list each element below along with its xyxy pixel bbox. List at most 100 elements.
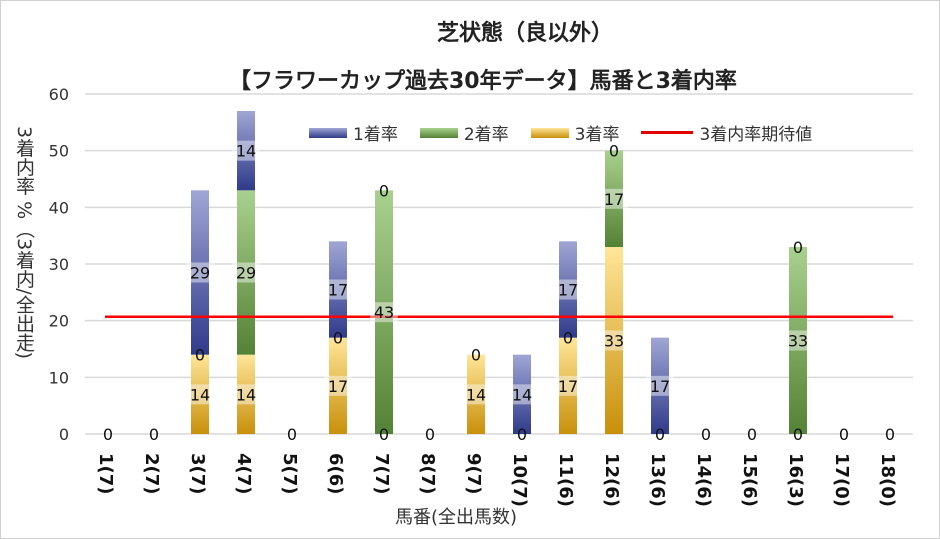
bar-segment (237, 111, 255, 191)
bar-segment (559, 337, 577, 434)
x-tick-label: 16(3) (785, 453, 806, 507)
x-tick-label: 5(7) (279, 453, 300, 495)
bar-segment (191, 190, 209, 355)
data-label: 17 (604, 190, 624, 209)
legend-label: 3着内率期待値 (699, 125, 813, 145)
data-label-bg (600, 330, 628, 351)
chart-title: 芝状態（良以外） (437, 21, 614, 46)
bar-segment (375, 190, 393, 434)
data-label-bg (324, 375, 352, 396)
bar-segment (559, 241, 577, 338)
x-tick-label: 14(6) (693, 453, 714, 507)
legend: 1着率 2着率 3着率 3着内率期待値 (309, 120, 812, 145)
data-label-bg (462, 384, 490, 405)
x-tick-label: 9(7) (463, 453, 484, 495)
data-label: 0 (287, 425, 297, 444)
data-label-bg (784, 330, 812, 351)
legend-swatch (530, 127, 569, 138)
bar-segment (651, 337, 669, 434)
x-tick-label: 8(7) (417, 453, 438, 495)
x-tick-label: 4(7) (233, 453, 254, 495)
bar-segment (329, 337, 347, 434)
y-tick-label: 60 (49, 85, 69, 104)
x-axis-label: 馬番(全出馬数) (395, 507, 518, 528)
data-label: 14 (466, 385, 486, 404)
legend-swatch (309, 127, 347, 138)
data-label-bg (554, 375, 582, 396)
y-axis-label: 3着内率 %（3着内/全出走) (13, 126, 35, 360)
legend-swatch (419, 127, 458, 138)
y-tick-label: 20 (49, 312, 69, 331)
data-label: 0 (379, 181, 389, 200)
chart-subtitle: 【フラワーカップ過去30年データ】馬番と3着内率 (229, 69, 737, 94)
bar-segment (191, 354, 209, 434)
data-label: 0 (885, 425, 895, 444)
data-label: 14 (190, 385, 210, 404)
legend-label: 2着率 (463, 125, 509, 145)
data-label: 0 (793, 238, 803, 257)
data-label-bg (232, 384, 260, 405)
data-label: 14 (236, 142, 256, 161)
data-label: 0 (103, 425, 113, 444)
bar-segment (513, 354, 531, 434)
data-label: 0 (333, 329, 343, 348)
legend-item-2nd: 2着率 (419, 120, 509, 145)
bar-segment (329, 241, 347, 338)
data-label-bg (186, 384, 214, 405)
legend-item-1st: 1着率 (309, 120, 398, 145)
data-label: 0 (793, 425, 803, 444)
y-tick-label: 50 (49, 142, 69, 161)
x-tick-label: 12(6) (601, 453, 622, 507)
x-tick-label: 7(7) (371, 453, 392, 495)
data-label: 0 (379, 425, 389, 444)
data-label: 17 (558, 377, 578, 396)
data-label-bg (324, 279, 352, 300)
data-label: 0 (747, 425, 757, 444)
legend-label: 1着率 (353, 125, 398, 145)
data-label: 14 (236, 385, 256, 404)
data-label: 0 (563, 329, 573, 348)
data-label: 0 (655, 425, 665, 444)
x-tick-label: 17(0) (831, 453, 852, 507)
bar-segment (237, 354, 255, 434)
bar-segment (605, 150, 623, 247)
data-label: 17 (328, 281, 348, 300)
x-tick-label: 10(7) (509, 453, 530, 507)
data-label: 29 (190, 264, 210, 283)
data-label-bg (508, 384, 536, 405)
legend-item-expected: 3着内率期待値 (641, 120, 812, 145)
data-label: 0 (149, 425, 159, 444)
data-label-bg (186, 262, 214, 283)
bar-segment (605, 247, 623, 434)
data-label: 0 (471, 346, 481, 365)
data-label-bg (232, 262, 260, 283)
x-tick-label: 2(7) (141, 453, 162, 495)
bar-segment (789, 247, 807, 434)
data-label: 17 (558, 281, 578, 300)
data-label: 14 (512, 385, 532, 404)
y-tick-label: 30 (49, 255, 69, 274)
data-label: 0 (517, 425, 527, 444)
data-label: 0 (195, 346, 205, 365)
data-label: 0 (839, 425, 849, 444)
data-label-bg (646, 375, 674, 396)
legend-label: 3着率 (574, 125, 620, 145)
data-label: 17 (328, 377, 348, 396)
data-label: 29 (236, 264, 256, 283)
data-label: 17 (650, 377, 670, 396)
x-tick-label: 13(6) (647, 453, 668, 507)
y-tick-label: 0 (59, 425, 69, 444)
x-tick-label: 18(0) (877, 453, 898, 507)
data-label-bg (600, 188, 628, 209)
x-tick-label: 11(6) (555, 453, 576, 507)
y-tick-label: 10 (49, 368, 69, 387)
data-label: 43 (374, 303, 394, 322)
bar-segment (467, 354, 485, 434)
data-label: 0 (609, 142, 619, 161)
x-tick-label: 3(7) (187, 453, 208, 495)
bar-segment (237, 190, 255, 355)
y-tick-label: 40 (49, 198, 69, 217)
data-label: 33 (788, 332, 808, 351)
